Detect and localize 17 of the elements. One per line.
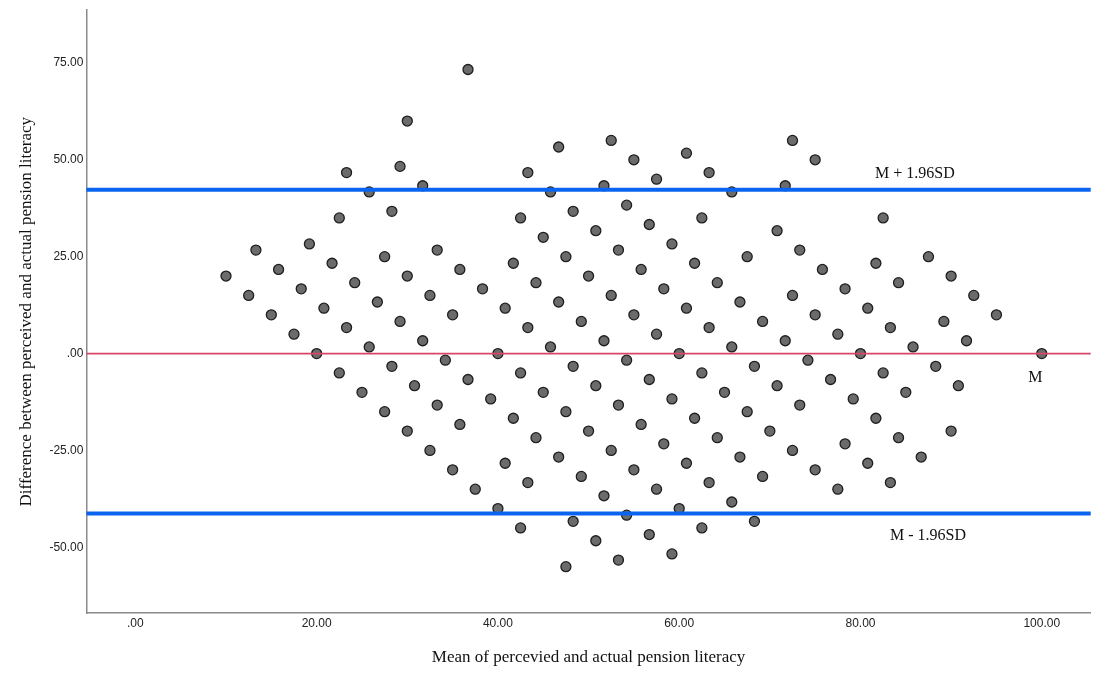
y-tick-label: 50.00 <box>53 152 84 167</box>
ref-line-label: M - 1.96SD <box>890 525 967 543</box>
x-tick-label: 40.00 <box>482 615 514 630</box>
x-axis-title: Mean of percevied and actual pension literacy <box>431 647 746 667</box>
x-tick-label: .00 <box>127 615 145 630</box>
y-tick-label: .00 <box>66 345 84 360</box>
x-tick-label: 20.00 <box>301 615 332 630</box>
ref-line-label: M <box>1028 367 1043 385</box>
y-axis-title: Difference between perceived and actual pension literacy <box>15 116 35 507</box>
x-tick-label: 80.00 <box>845 615 876 630</box>
y-tick-label: -50.00 <box>49 539 84 554</box>
x-tick-label: 100.00 <box>1023 615 1061 630</box>
ref-line-label: M + 1.96SD <box>875 163 955 181</box>
y-tick-label: 75.00 <box>53 55 84 70</box>
y-tick-label: -25.00 <box>49 442 84 457</box>
y-tick-label: 25.00 <box>53 248 84 263</box>
x-tick-label: 60.00 <box>664 615 695 630</box>
